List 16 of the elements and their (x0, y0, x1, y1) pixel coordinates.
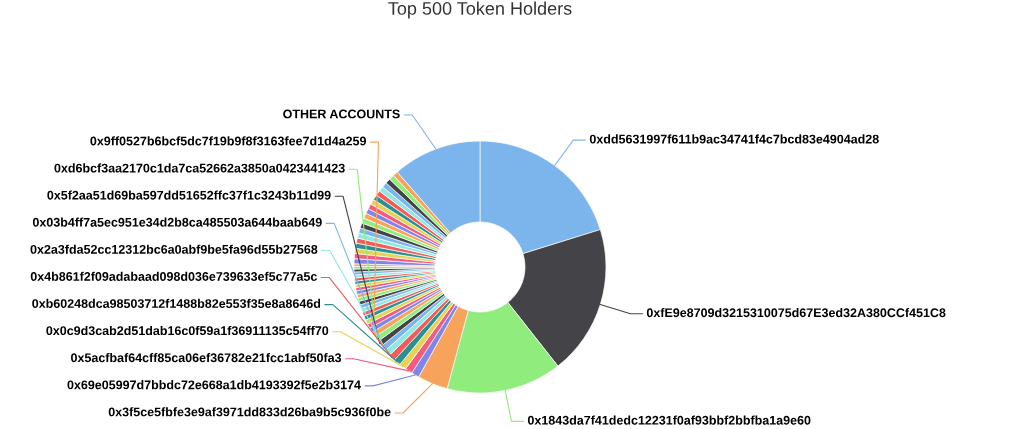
slice-label: 0x69e05997d7bbdc72e668a1db4193392f5e2b3174 (67, 380, 361, 390)
slice-label: 0x03b4ff7a5ec951e34d2b8ca485503a644baab649 (32, 217, 322, 227)
slice-label: 0x0c9d3cab2d51dab16c0f59a1f36911135c54ff70 (46, 325, 329, 336)
slice-label: 0xd6bcf3aa2170c1da7ca52662a3850a0423441423 (54, 163, 345, 173)
slice-label: 0x2a3fda52cc12312bc6a0abf9be5fa96d55b27568 (30, 244, 318, 254)
slice-label: 0x3f5ce5fbfe3e9af3971dd833d26ba9b5c936f0be (108, 407, 391, 417)
slice-label: 0xfE9e8709d3215310075d67E3ed32A380CCf451C8 (646, 307, 946, 318)
slice-label: 0x1843da7f41dedc12231f0af93bbf2bbfba1a9e60 (527, 415, 811, 425)
slice-label: 0xdd5631997f611b9ac34741f4c7bcd83e4904ad28 (589, 134, 879, 144)
slice-label: 0xb60248dca98503712f1488b82e553f35e8a8646d (32, 298, 321, 309)
slice-label: 0x4b861f2f09adabaad098d036e739633ef5c77a5c (30, 271, 317, 281)
slice-label: 0x9ff0527b6bcf5dc7f19b9f8f3163fee7d1d4a259 (90, 136, 366, 146)
slice-label: 0x5acfbaf64cff85ca06ef36782e21fcc1abf50fa3 (71, 352, 342, 363)
chart-title: Top 500 Token Holders (388, 1, 572, 19)
slice-label: OTHER ACCOUNTS (283, 109, 400, 119)
slice-label: 0x5f2aa51d69ba597dd51652ffc37f1c3243b11d99 (47, 190, 331, 200)
